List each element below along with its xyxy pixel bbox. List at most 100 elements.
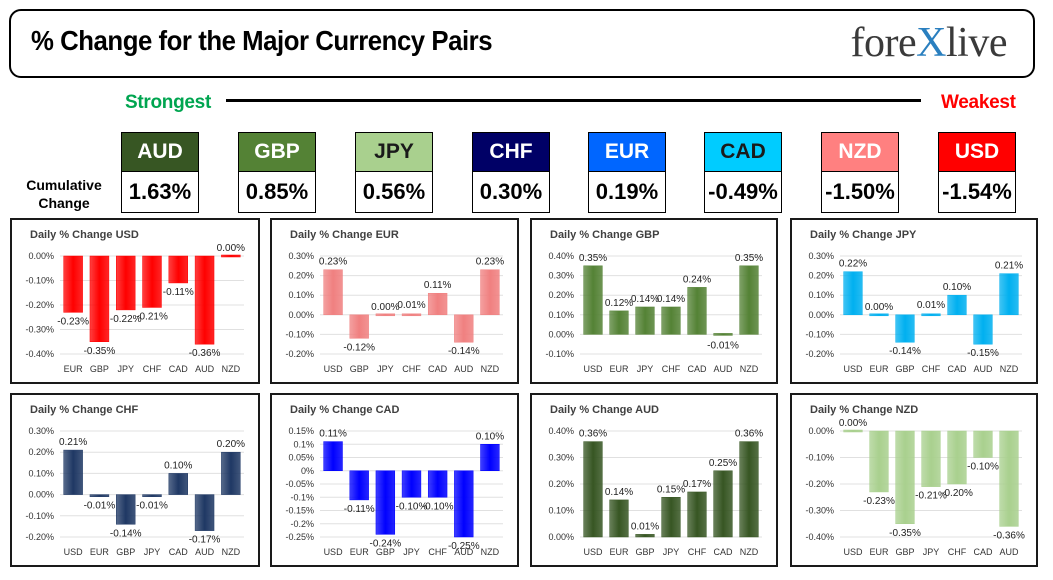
bar bbox=[194, 494, 215, 531]
x-category-label: JPY bbox=[923, 547, 940, 557]
bar bbox=[713, 470, 733, 538]
x-category-label: GBP bbox=[376, 547, 395, 557]
bar bbox=[221, 254, 241, 258]
chart-panel-nzd: Daily % Change NZD 0.00% -0.10% -0.20% -0.30… bbox=[790, 393, 1038, 567]
bar bbox=[869, 430, 889, 493]
header-banner: % Change for the Major Currency Pairs fo… bbox=[9, 9, 1035, 78]
y-tick-label: 0.15% bbox=[288, 426, 314, 436]
x-category-label: GBP bbox=[635, 547, 654, 557]
rank-cumulative-value: -1.50% bbox=[825, 179, 895, 204]
y-tick-label: -0.40% bbox=[25, 349, 54, 359]
bar-chart: Daily % Change GBP 0.40% 0.30% 0.20% 0.10% 0.… bbox=[545, 229, 763, 374]
data-label: -0.10% bbox=[967, 462, 999, 473]
y-tick-label: -0.10% bbox=[285, 329, 314, 339]
bar bbox=[973, 430, 993, 458]
y-tick-label: 0.00% bbox=[808, 310, 834, 320]
data-label: 0.17% bbox=[683, 479, 711, 490]
rank-currency: NZD bbox=[822, 133, 898, 172]
y-tick-label: 0.20% bbox=[28, 447, 54, 457]
x-category-label: CHF bbox=[428, 547, 447, 557]
rank-cumulative-value: -1.54% bbox=[942, 179, 1012, 204]
chart-title: Daily % Change GBP bbox=[550, 229, 659, 241]
data-label: -0.01% bbox=[136, 501, 168, 512]
x-category-label: USD bbox=[843, 547, 863, 557]
data-label: 0.00% bbox=[217, 243, 245, 254]
bar-chart: Daily % Change AUD 0.40% 0.30% 0.20% 0.10% 0.… bbox=[548, 404, 763, 557]
x-category-label: AUD bbox=[195, 547, 215, 557]
y-tick-label: 0.20% bbox=[288, 271, 314, 281]
x-category-label: GBP bbox=[895, 547, 914, 557]
y-tick-label: 0.30% bbox=[548, 453, 574, 463]
y-tick-label: -0.30% bbox=[25, 325, 54, 335]
x-category-label: GBP bbox=[350, 364, 369, 374]
x-category-label: EUR bbox=[869, 364, 889, 374]
bar bbox=[947, 430, 967, 485]
y-tick-label: -0.30% bbox=[805, 506, 834, 516]
bar bbox=[63, 255, 83, 313]
y-tick-label: -0.10% bbox=[25, 511, 54, 521]
bar bbox=[583, 265, 603, 335]
data-label: 0.14% bbox=[657, 294, 685, 305]
x-category-label: EUR bbox=[609, 547, 629, 557]
y-tick-label: 0.40% bbox=[548, 251, 574, 261]
data-label: -0.11% bbox=[344, 504, 375, 515]
data-label: 0.21% bbox=[995, 261, 1023, 272]
bar bbox=[999, 430, 1019, 527]
data-label: 0.10% bbox=[164, 460, 192, 471]
y-tick-label: 0.20% bbox=[548, 290, 574, 300]
bar bbox=[427, 292, 448, 316]
chart-title: Daily % Change JPY bbox=[810, 229, 917, 241]
data-label: -0.01% bbox=[84, 501, 116, 512]
data-label: -0.15% bbox=[967, 348, 999, 359]
chart-title: Daily % Change AUD bbox=[550, 404, 659, 416]
bar bbox=[921, 430, 941, 487]
data-label: 0.22% bbox=[839, 259, 867, 270]
page-title: % Change for the Major Currency Pairs bbox=[31, 25, 493, 56]
data-label: 0.00% bbox=[371, 302, 399, 313]
rank-box-nzd: NZD -1.50% bbox=[821, 132, 899, 213]
y-tick-label: -0.40% bbox=[805, 532, 834, 542]
chart-panel-gbp: Daily % Change GBP 0.40% 0.30% 0.20% 0.10% 0.… bbox=[530, 218, 778, 384]
data-label: 0.10% bbox=[476, 431, 504, 442]
data-label: -0.10% bbox=[422, 501, 454, 512]
rank-currency: USD bbox=[939, 133, 1015, 172]
bar bbox=[349, 314, 369, 339]
x-category-label: NZD bbox=[1000, 364, 1019, 374]
x-category-label: JPY bbox=[377, 364, 394, 374]
chart-title: Daily % Change EUR bbox=[290, 229, 399, 241]
x-category-label: CAD bbox=[169, 547, 189, 557]
bar bbox=[401, 313, 422, 317]
x-category-label: NZD bbox=[740, 364, 759, 374]
bar bbox=[843, 271, 863, 316]
y-tick-label: -0.05% bbox=[285, 479, 314, 489]
data-label: -0.10% bbox=[396, 501, 428, 512]
x-category-label: CAD bbox=[169, 364, 189, 374]
bar bbox=[661, 306, 681, 335]
data-label: 0.10% bbox=[943, 282, 971, 293]
y-tick-label: -0.1% bbox=[290, 492, 314, 502]
y-tick-label: 0.00% bbox=[288, 310, 314, 320]
y-tick-label: -0.10% bbox=[545, 349, 574, 359]
x-category-label: AUD bbox=[999, 547, 1019, 557]
rank-cumulative-value: 0.30% bbox=[479, 179, 543, 204]
y-tick-label: -0.10% bbox=[25, 276, 54, 286]
x-category-label: JPY bbox=[403, 547, 420, 557]
x-category-label: EUR bbox=[869, 547, 889, 557]
bar bbox=[375, 470, 396, 535]
logo-x-mark: X bbox=[916, 20, 947, 66]
data-label: -0.14% bbox=[110, 528, 142, 539]
chart-title: Daily % Change CAD bbox=[290, 404, 399, 416]
y-tick-label: 0.30% bbox=[808, 251, 834, 261]
cumulative-label-line1: Cumulative bbox=[26, 177, 102, 193]
bar bbox=[89, 255, 110, 342]
bar bbox=[375, 313, 396, 317]
bar bbox=[895, 430, 915, 524]
data-label: 0.14% bbox=[605, 487, 633, 498]
bar bbox=[454, 314, 474, 343]
strongest-label: Strongest bbox=[125, 92, 211, 113]
y-tick-label: 0.40% bbox=[548, 426, 574, 436]
logo-text-left: fore bbox=[850, 20, 917, 66]
bar bbox=[168, 255, 188, 284]
data-label: 0.23% bbox=[319, 257, 347, 268]
rank-cumulative-value: 0.85% bbox=[245, 179, 309, 204]
